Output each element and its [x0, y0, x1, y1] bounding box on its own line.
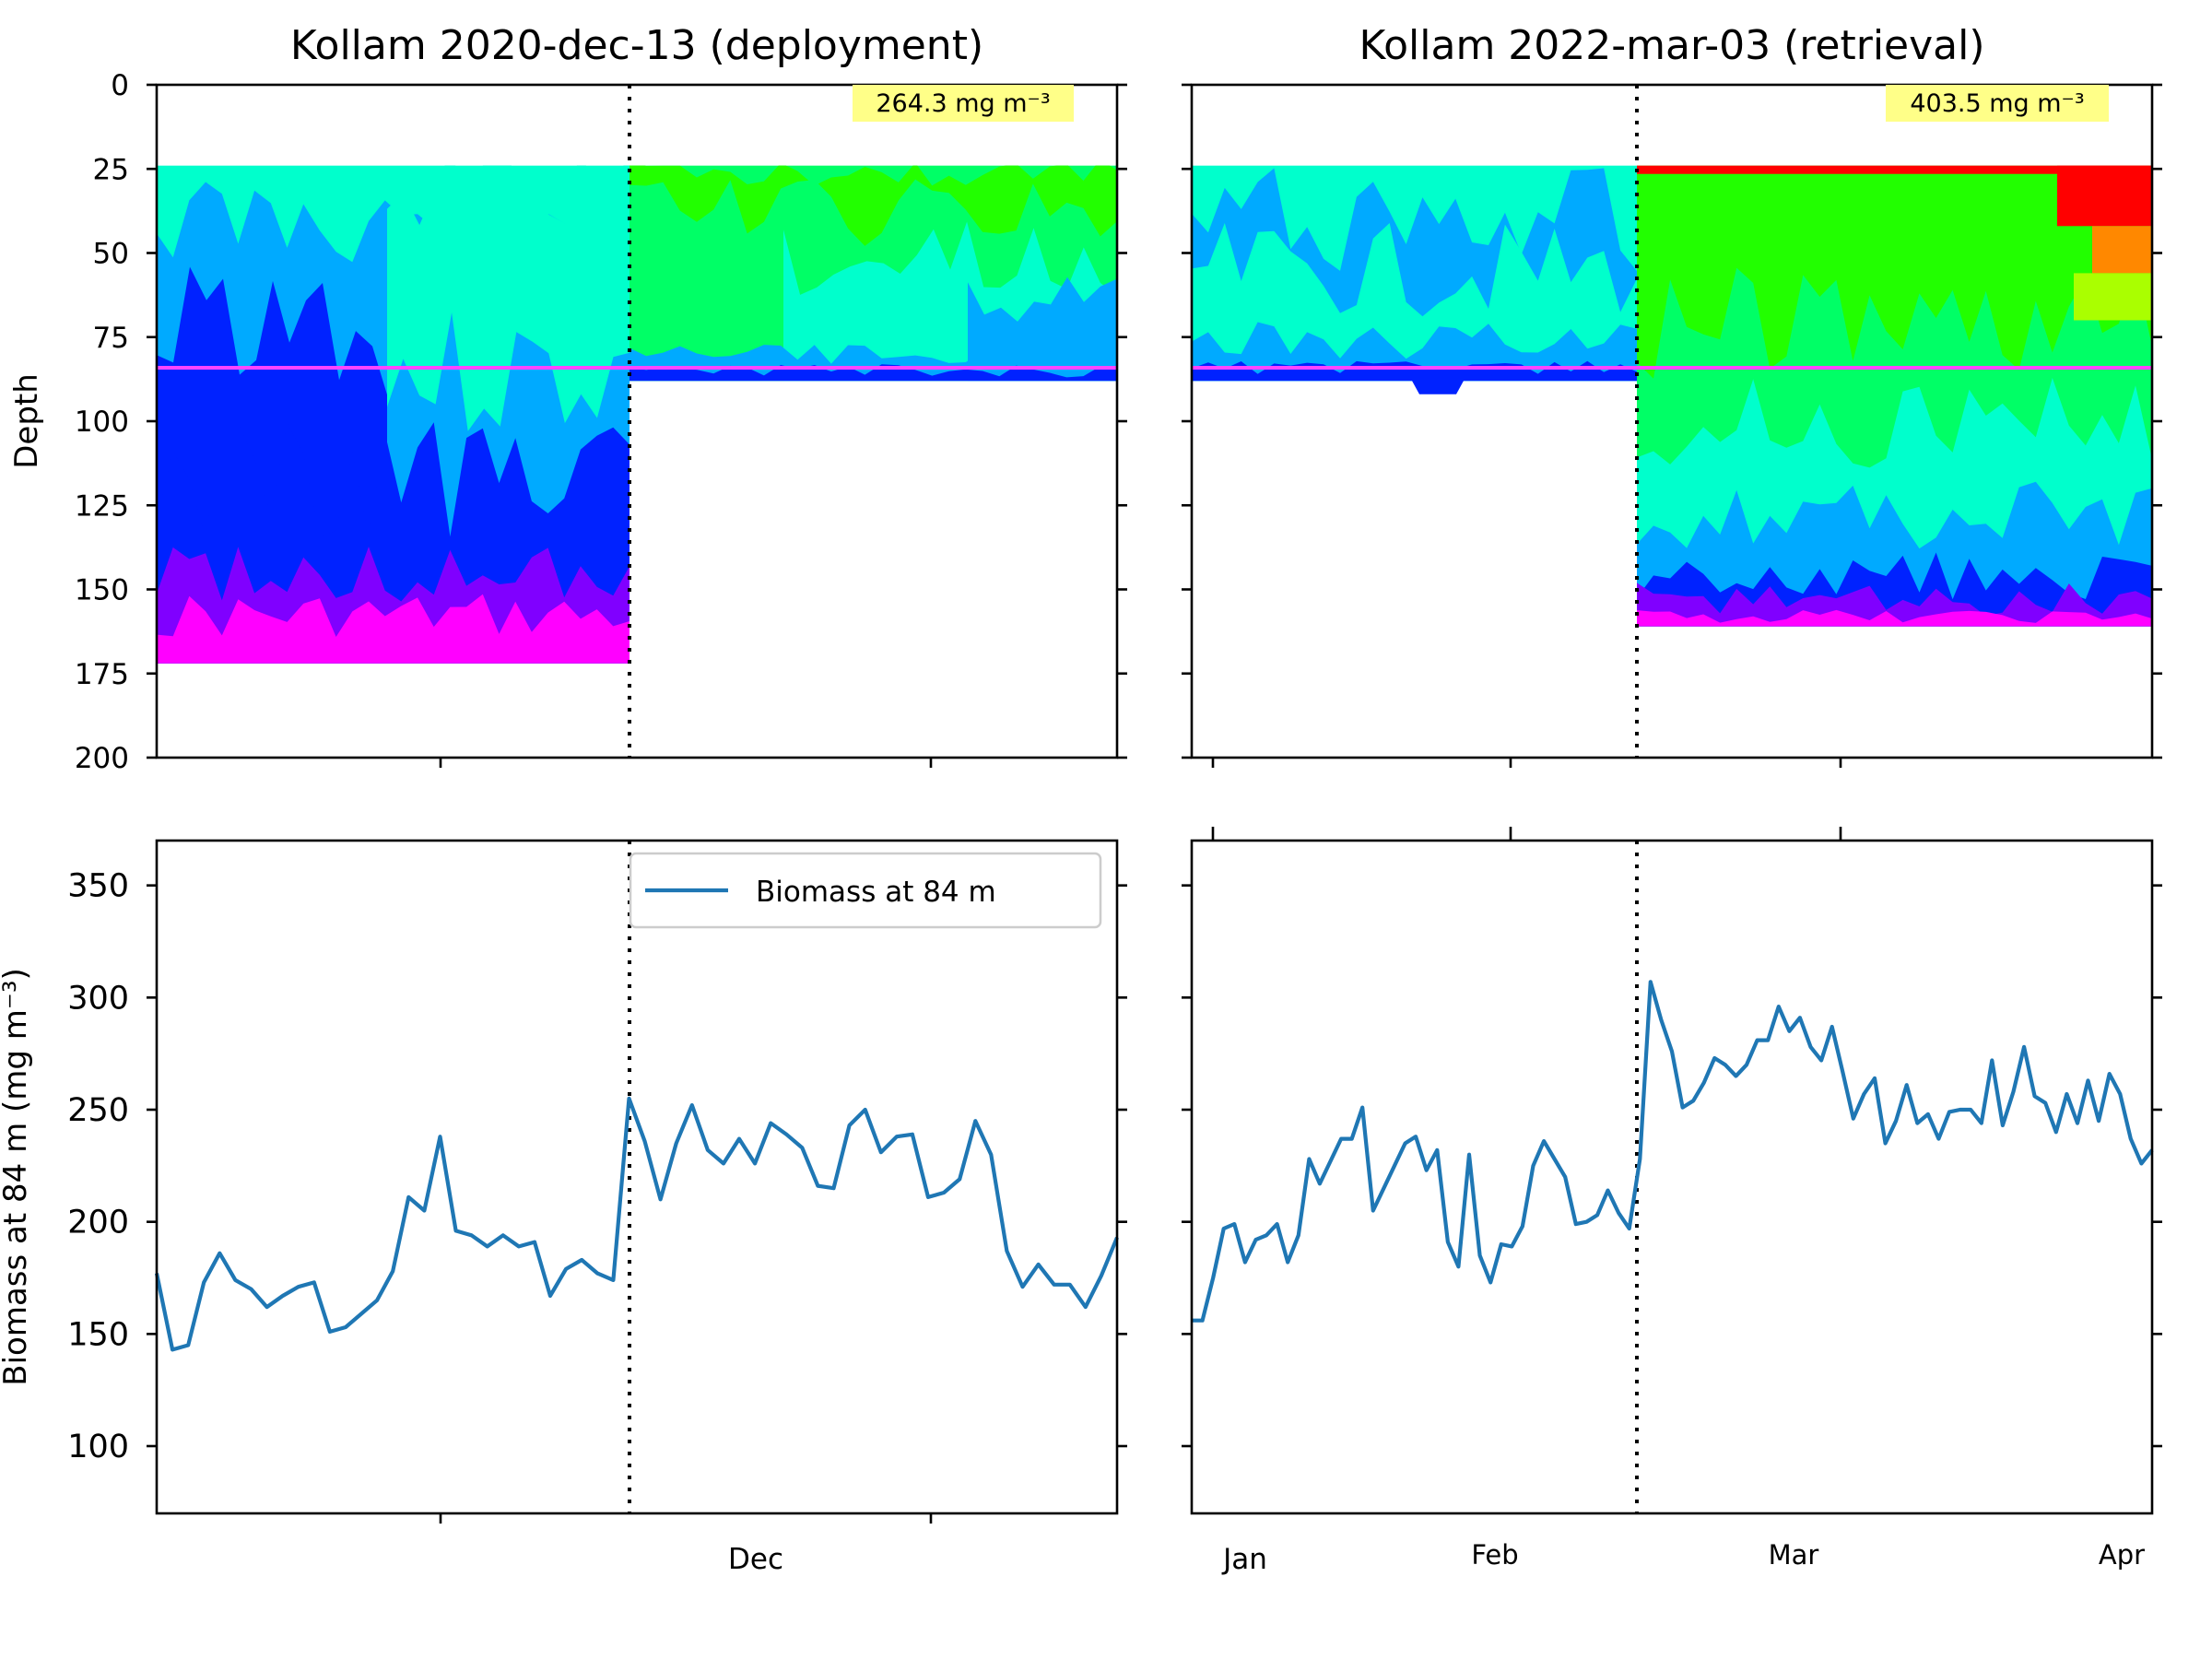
y-tick-label: 50: [93, 238, 129, 271]
y-axis-ticks: [1182, 83, 2162, 759]
biomass-line-deployment: Biomass at 84 m Biomass at 84 m (mg m⁻³)…: [0, 839, 1127, 1576]
y-tick-label: 75: [93, 322, 129, 355]
y-tick-label: 250: [67, 1092, 129, 1129]
x-tick-label-jan: Jan: [1221, 1543, 1267, 1576]
x-tick-label-dec: Dec: [728, 1543, 783, 1576]
y-axis-label: Biomass at 84 m (mg m⁻³): [0, 968, 34, 1385]
heatmap-segment-before: [1192, 165, 1637, 382]
contour-bulge: [1410, 377, 1465, 394]
max-value-annotation-box: [1886, 85, 2109, 122]
y-axis-label: Depth: [8, 373, 45, 469]
contour-band: [629, 364, 1117, 382]
contour-band: [1192, 360, 1637, 382]
heatmap-segment-before: [157, 165, 629, 664]
y-tick-label: 200: [75, 742, 129, 775]
x-tick-label-feb: Feb: [1471, 1539, 1518, 1571]
y-tick-label: 100: [75, 406, 129, 439]
x-tick-label-apr: Apr: [2099, 1539, 2145, 1571]
contour-band: [1637, 609, 2152, 627]
x-tick-label-mar: Mar: [1769, 1539, 1819, 1571]
legend-box: [629, 852, 1102, 929]
max-value-annotation: 264.3 mg m⁻³: [876, 89, 1050, 118]
y-tick-label: 150: [67, 1316, 129, 1353]
hotspot: [2057, 165, 2152, 227]
y-tick-label: 200: [67, 1205, 129, 1241]
heatmap-contours-retrieval: [1192, 165, 2152, 627]
y-tick-label: 0: [111, 69, 129, 102]
biomass-series-line: [154, 1096, 1119, 1352]
x-axis-ticks: Jan Feb Mar Apr: [1211, 827, 2145, 1576]
contour-band: [157, 594, 629, 664]
y-tick-label: 150: [75, 574, 129, 607]
depth-heatmap-retrieval: Kollam 2022-mar-03 (retrieval) 403.5 mg …: [1182, 22, 2162, 768]
y-axis-ticks: 350 300 250 200 150 100: [67, 868, 1127, 1465]
panel-title: Kollam 2022-mar-03 (retrieval): [1359, 22, 1984, 69]
x-axis-ticks: [1211, 758, 1842, 768]
y-axis-ticks: [1182, 884, 2162, 1448]
heatmap-contours-deployment: [157, 165, 1117, 664]
legend: Biomass at 84 m: [629, 852, 1102, 929]
depth-heatmap-deployment: Kollam 2020-dec-13 (deployment) 264.3 mg…: [8, 22, 1127, 775]
y-tick-label: 175: [75, 658, 129, 691]
y-tick-label: 125: [75, 489, 129, 523]
panel-title: Kollam 2020-dec-13 (deployment): [290, 22, 983, 69]
contour-band: [1192, 322, 1637, 382]
max-value-annotation-box: [853, 85, 1074, 122]
surface-band: [1637, 165, 2152, 174]
hotspot: [2074, 273, 2152, 321]
biomass-series-line: [1192, 980, 2154, 1323]
y-tick-label: 25: [93, 153, 129, 186]
heatmap-segment-after: [1637, 165, 2152, 627]
plot-frame: [1190, 839, 2154, 1515]
x-axis-ticks: [439, 758, 933, 768]
y-tick-label: 100: [67, 1429, 129, 1465]
y-axis-ticks: 0 25 50 75 100 125 150 175 200: [75, 69, 1127, 775]
y-tick-label: 350: [67, 868, 129, 905]
biomass-line-retrieval: Jan Feb Mar Apr: [1182, 827, 2162, 1576]
plot-frame: [155, 839, 1119, 1515]
heatmap-segment-after: [629, 165, 1117, 382]
max-value-annotation: 403.5 mg m⁻³: [1910, 89, 2084, 118]
y-tick-label: 300: [67, 980, 129, 1017]
contour-band: [629, 345, 1117, 382]
x-axis-ticks: Dec: [439, 1513, 933, 1576]
legend-label: Biomass at 84 m: [756, 876, 996, 909]
contour-band: [1637, 582, 2152, 627]
hotspot: [2092, 226, 2152, 274]
